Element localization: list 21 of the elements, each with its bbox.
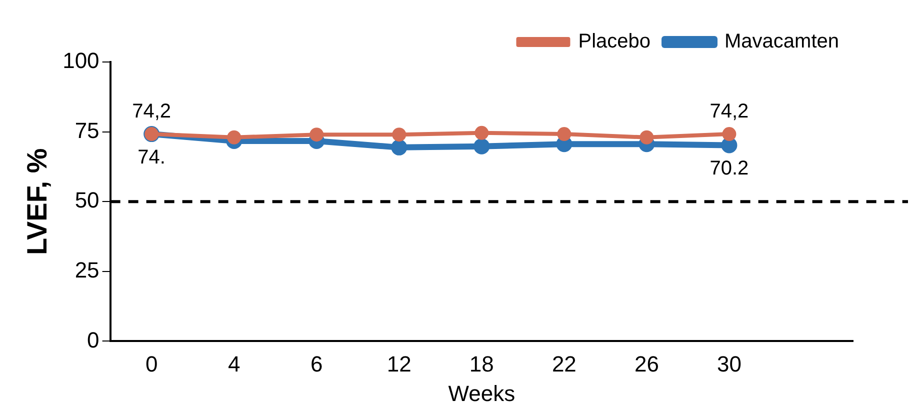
- y-tick-label: 0: [87, 327, 100, 352]
- data-label: 74,2: [132, 100, 172, 123]
- data-label: 70.2: [710, 158, 749, 180]
- x-tick-label: 0: [145, 351, 158, 376]
- legend-label: Mavacamten: [724, 30, 840, 53]
- y-tick-label: 100: [62, 48, 100, 74]
- x-tick-label: 18: [469, 351, 494, 376]
- y-tick-label: 25: [74, 257, 100, 282]
- data-label: 74.: [138, 146, 166, 169]
- x-tick-label: 12: [386, 351, 412, 376]
- legend-label: Placebo: [578, 30, 651, 53]
- x-axis-title: Weeks: [448, 380, 516, 406]
- x-tick-label: 26: [634, 351, 659, 376]
- x-tick-label: 4: [228, 351, 240, 376]
- y-tick-label: 50: [74, 188, 100, 213]
- data-label: 74,2: [710, 100, 749, 123]
- x-tick-label: 6: [310, 351, 323, 376]
- x-tick-label: 22: [552, 351, 576, 376]
- y-tick-label: 75: [74, 118, 100, 143]
- x-tick-label: 30: [716, 351, 742, 376]
- y-axis-title: LVEF, %: [22, 148, 53, 256]
